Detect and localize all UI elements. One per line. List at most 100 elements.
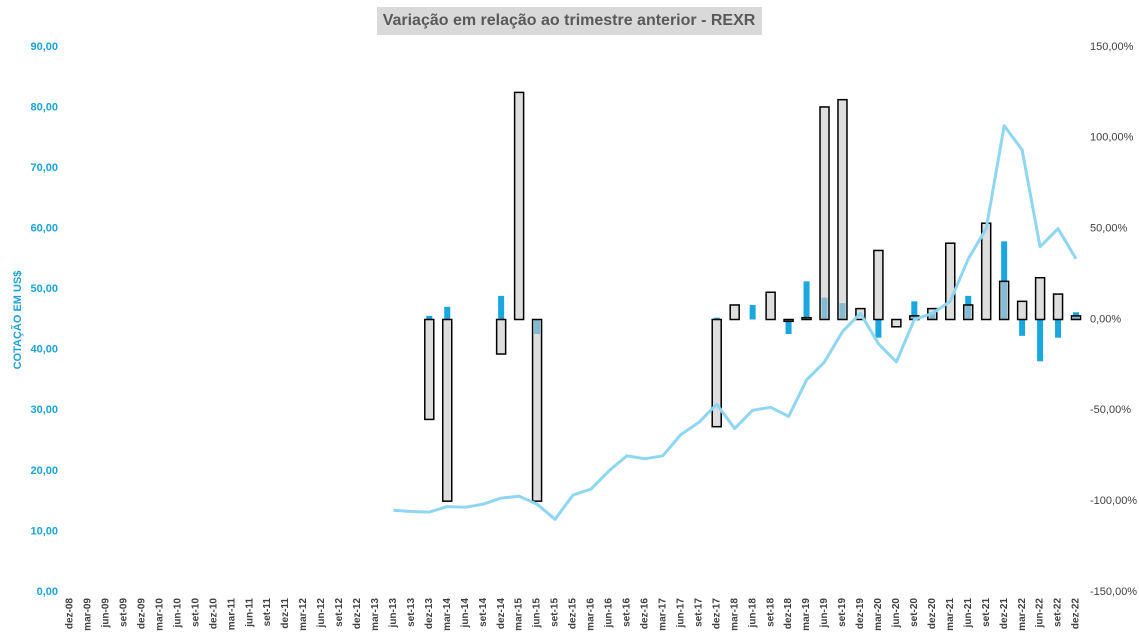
x-tick-label: mar-15: [514, 598, 525, 631]
bar: [749, 304, 756, 320]
x-tick-label: mar-12: [298, 598, 309, 631]
x-tick-label: mar-09: [83, 598, 94, 631]
bar: [713, 317, 720, 320]
bar: [875, 319, 882, 338]
x-tick-label: jun-21: [963, 598, 974, 629]
x-tick-label: mar-13: [370, 598, 381, 631]
outline-bar: [711, 318, 722, 428]
y-tick-label: 30,00: [30, 404, 58, 416]
outline-bar: [945, 242, 956, 321]
bar: [1001, 241, 1008, 320]
x-tick-label: dez-15: [568, 598, 579, 630]
x-tick-label: dez-08: [65, 598, 76, 630]
x-tick-label: mar-18: [729, 598, 740, 631]
x-tick-label: set-22: [1053, 598, 1064, 627]
x-tick-label: mar-21: [945, 598, 956, 631]
x-tick-label: dez-19: [855, 598, 866, 630]
x-tick-label: dez-14: [496, 598, 507, 630]
outline-bar: [891, 318, 902, 328]
outline-bar: [1034, 276, 1046, 321]
outline-bar: [765, 291, 776, 321]
y2-tick-label: 100,00%: [1090, 132, 1134, 144]
x-tick-label: mar-14: [442, 598, 453, 631]
outline-bar: [424, 318, 435, 421]
x-tick-label: set-10: [190, 598, 201, 627]
bar: [498, 295, 505, 320]
y2-tick-label: 150,00%: [1090, 41, 1134, 53]
x-tick-label: jun-09: [101, 598, 112, 629]
outline-bar: [873, 249, 884, 321]
outline-bar: [783, 318, 794, 323]
y2-tick-label: -150,00%: [1090, 586, 1137, 598]
x-tick-label: jun-20: [891, 598, 902, 629]
y-tick-label: 60,00: [30, 223, 58, 235]
price-line: [393, 124, 1078, 521]
outline-bar: [980, 222, 992, 321]
x-tick-label: jun-18: [747, 598, 758, 629]
y-tick-label: 20,00: [30, 465, 58, 477]
bar: [1019, 319, 1026, 336]
y2-tick-label: 0,00%: [1090, 313, 1121, 325]
y2-tick-label: -50,00%: [1090, 404, 1131, 416]
x-tick-label: set-13: [406, 598, 417, 627]
x-tick-label: jun-14: [460, 598, 471, 629]
outline-bar: [962, 304, 974, 321]
x-tick-label: mar-19: [801, 598, 812, 631]
x-tick-label: jun-16: [604, 598, 615, 629]
outline-bar: [837, 98, 848, 321]
y-tick-label: 70,00: [30, 162, 58, 174]
y-tick-label: 90,00: [30, 41, 58, 53]
y-tick-label: 80,00: [30, 101, 58, 113]
x-tick-label: jun-11: [244, 598, 255, 628]
bar: [426, 315, 433, 320]
x-tick-label: dez-09: [136, 598, 147, 630]
x-tick-label: dez-13: [424, 598, 435, 630]
x-tick-label: set-11: [262, 598, 273, 627]
x-tick-label: dez-18: [783, 598, 794, 630]
x-tick-label: set-14: [478, 598, 489, 627]
x-tick-label: set-12: [334, 598, 345, 627]
y-tick-label: 10,00: [30, 525, 58, 537]
x-tick-label: jun-13: [388, 598, 399, 629]
y-tick-label: 50,00: [30, 283, 58, 295]
outline-bar: [729, 304, 740, 321]
x-tick-label: set-16: [622, 598, 633, 627]
y-axis-label: COTAÇÃO EM US$: [11, 271, 24, 370]
x-tick-label: jun-12: [316, 598, 327, 629]
y-tick-label: 40,00: [30, 344, 58, 356]
x-tick-label: jun-19: [819, 598, 830, 629]
x-tick-label: set-18: [765, 598, 776, 627]
x-tick-label: mar-11: [226, 598, 237, 631]
outline-bar: [495, 318, 507, 355]
x-tick-label: dez-21: [999, 598, 1010, 630]
x-tick-label: jun-10: [172, 598, 183, 629]
x-tick-label: mar-17: [657, 598, 668, 631]
x-tick-label: mar-16: [586, 598, 597, 631]
x-tick-label: dez-22: [1071, 598, 1082, 630]
x-tick-label: mar-10: [154, 598, 165, 631]
bar: [803, 281, 810, 320]
bar: [444, 306, 451, 320]
bar: [1037, 319, 1044, 362]
outline-bar: [801, 316, 812, 321]
x-tick-label: set-19: [837, 598, 848, 627]
outline-bar: [1052, 293, 1064, 321]
x-tick-label: set-09: [119, 598, 130, 627]
outline-bar: [1070, 315, 1082, 321]
x-tick-label: dez-16: [640, 598, 651, 630]
bar: [785, 319, 792, 335]
x-tick-label: dez-10: [208, 598, 219, 630]
x-tick-label: mar-22: [1017, 598, 1028, 631]
x-tick-label: dez-11: [280, 598, 291, 629]
outline-bar: [513, 91, 525, 321]
x-tick-label: set-15: [550, 598, 561, 627]
x-tick-label: dez-20: [927, 598, 938, 630]
x-tick-label: set-20: [909, 598, 920, 627]
outline-bar: [819, 106, 830, 321]
x-tick-label: dez-12: [352, 598, 363, 630]
x-tick-label: set-21: [981, 598, 992, 627]
bar: [1055, 319, 1062, 338]
outline-bar: [1016, 300, 1028, 321]
x-tick-label: jun-17: [675, 598, 686, 629]
